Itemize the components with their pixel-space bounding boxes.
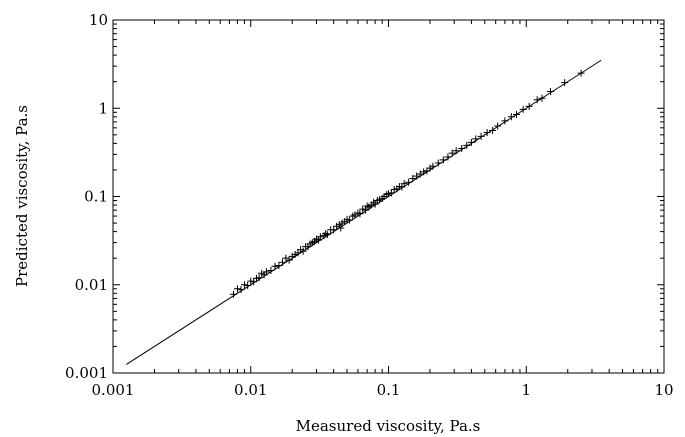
data-point: [426, 164, 434, 172]
data-point: [330, 226, 338, 234]
x-tick-label: 0.01: [234, 381, 267, 399]
data-point: [316, 233, 324, 241]
axis-ticks: [112, 20, 664, 374]
data-point: [525, 102, 533, 110]
data-point: [429, 162, 437, 170]
data-point: [351, 211, 359, 219]
data-point: [255, 274, 263, 282]
data-point: [452, 147, 460, 155]
y-tick-labels: 0.001 0.01 0.1 1 10: [65, 11, 108, 382]
identity-line: [126, 59, 602, 365]
data-point: [262, 268, 270, 276]
data-point: [371, 200, 379, 208]
data-point: [413, 172, 421, 180]
data-point: [420, 168, 428, 176]
y-tick-label: 0.1: [84, 188, 108, 206]
data-point: [409, 174, 417, 182]
data-point: [519, 105, 527, 113]
data-point: [400, 180, 408, 188]
data-point: [577, 69, 585, 77]
data-point: [472, 135, 480, 143]
data-point: [507, 113, 515, 121]
data-point: [561, 79, 569, 87]
data-point: [547, 87, 555, 95]
data-point: [233, 285, 241, 293]
data-point: [370, 198, 378, 206]
data-point: [444, 153, 452, 161]
x-tick-label: 0.001: [92, 381, 135, 399]
data-point: [423, 167, 431, 175]
y-tick-label: 0.01: [75, 276, 108, 294]
data-point: [383, 191, 391, 199]
data-point: [323, 231, 331, 239]
data-point: [288, 252, 296, 260]
data-point: [361, 206, 369, 214]
data-point: [385, 190, 392, 198]
data-point: [275, 262, 283, 270]
x-tick-label: 1: [521, 381, 531, 399]
data-point: [230, 290, 238, 298]
x-tick-label: 0.1: [377, 381, 401, 399]
data-point: [285, 256, 293, 264]
data-point: [494, 122, 502, 130]
data-points: [230, 69, 585, 298]
x-axis-title: Measured viscosity, Pa.s: [296, 417, 481, 435]
data-point: [244, 282, 252, 290]
data-point: [463, 141, 471, 149]
data-point: [267, 267, 275, 275]
data-point: [513, 110, 521, 118]
data-point: [271, 262, 279, 270]
data-point: [322, 230, 330, 238]
data-point: [501, 117, 509, 125]
data-point: [405, 178, 413, 186]
x-tick-label: 10: [654, 381, 673, 399]
data-point: [458, 144, 466, 152]
data-point: [489, 126, 497, 134]
y-tick-label: 0.001: [65, 364, 108, 382]
data-point: [337, 224, 345, 232]
data-point: [345, 216, 353, 224]
data-point: [356, 210, 364, 218]
data-point: [467, 138, 475, 146]
data-point: [299, 247, 307, 255]
data-point: [240, 281, 248, 289]
data-point: [448, 149, 456, 157]
data-point: [278, 258, 286, 266]
y-tick-label: 1: [98, 99, 108, 117]
y-tick-label: 10: [89, 11, 108, 29]
data-point: [434, 159, 442, 167]
y-axis-title: Predicted viscosity, Pa.s: [13, 105, 31, 287]
data-point: [363, 202, 371, 210]
data-point: [483, 129, 491, 137]
data-point: [538, 94, 546, 102]
data-point: [533, 96, 541, 104]
x-tick-labels: 0.001 0.01 0.1 1 10: [92, 381, 674, 399]
data-point: [439, 156, 447, 164]
data-point: [247, 277, 255, 285]
data-point: [237, 286, 245, 294]
data-point: [477, 132, 485, 140]
